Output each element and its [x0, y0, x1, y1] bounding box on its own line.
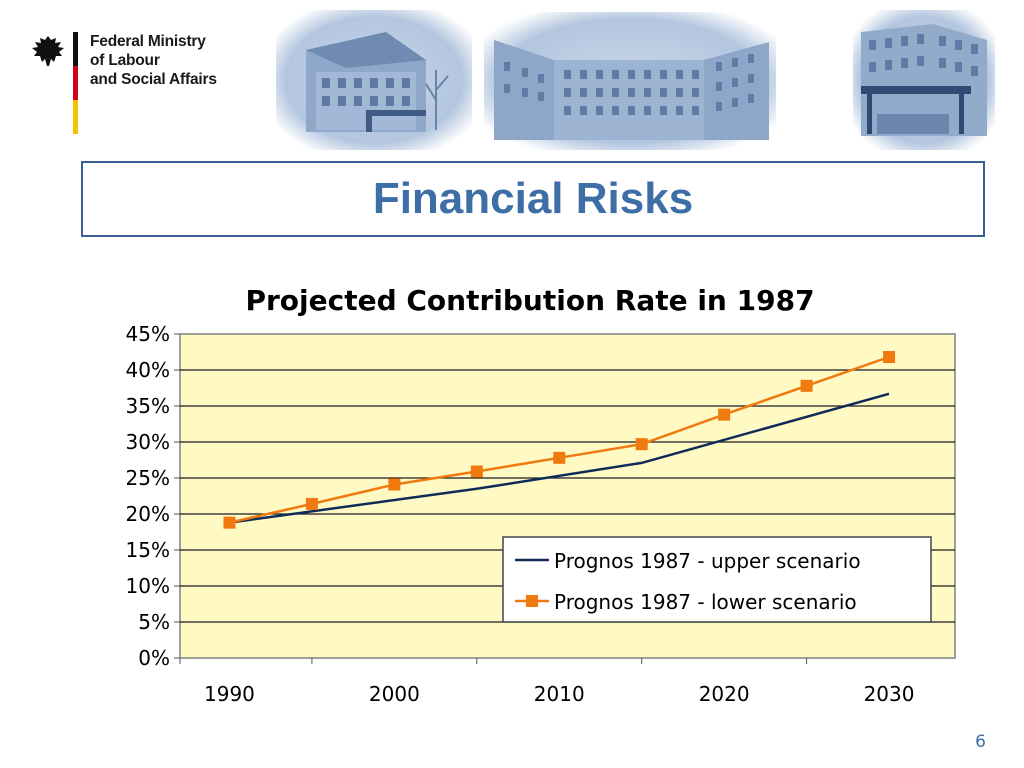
x-tick-label: 2030 [864, 682, 915, 706]
x-tick-label: 2000 [369, 682, 420, 706]
x-tick-label: 1990 [204, 682, 255, 706]
german-flag-bar [73, 32, 78, 134]
ministry-line-2: of Labour [90, 52, 160, 69]
y-tick-label: 20% [126, 502, 170, 526]
page-number: 6 [975, 732, 986, 752]
y-tick-label: 35% [126, 394, 170, 418]
data-point [388, 478, 401, 491]
x-tick-label: 2020 [699, 682, 750, 706]
ministry-logo: Federal Ministry of Labour and Social Af… [22, 26, 232, 136]
legend-marker-lower [526, 595, 538, 607]
series-layer [223, 351, 896, 529]
y-axis: 0% 5% 10% 15% 20% 25% 30% 35% 40% 45% [126, 322, 180, 670]
data-point [635, 438, 648, 451]
y-tick-label: 40% [126, 358, 170, 382]
x-axis: 1990 2000 2010 2020 2030 [179, 658, 915, 706]
data-point [223, 516, 236, 529]
data-point [800, 379, 813, 392]
data-point [883, 351, 896, 364]
data-point [305, 497, 318, 510]
building-photo-3 [853, 10, 995, 150]
y-tick-label: 15% [126, 538, 170, 562]
building-photo-1 [276, 10, 472, 150]
y-tick-label: 30% [126, 430, 170, 454]
data-point [553, 451, 566, 464]
ministry-line-3: and Social Affairs [90, 71, 217, 88]
y-tick-label: 0% [138, 646, 170, 670]
data-point [718, 408, 731, 421]
x-tick-label: 2010 [534, 682, 585, 706]
data-point [470, 465, 483, 478]
legend: Prognos 1987 - upper scenario Prognos 19… [502, 536, 932, 623]
chart-title: Projected Contribution Rate in 1987 [245, 284, 814, 317]
slide-title-box: Financial Risks [81, 161, 985, 237]
slide-title: Financial Risks [372, 174, 694, 223]
y-tick-label: 45% [126, 322, 170, 346]
legend-label-upper: Prognos 1987 - upper scenario [554, 549, 861, 573]
y-tick-label: 10% [126, 574, 170, 598]
federal-eagle-icon [32, 36, 64, 66]
legend-box [502, 536, 932, 623]
ministry-line-1: Federal Ministry [90, 33, 206, 50]
y-tick-label: 5% [138, 610, 170, 634]
building-photo-2 [484, 12, 776, 150]
y-tick-label: 25% [126, 466, 170, 490]
legend-label-lower: Prognos 1987 - lower scenario [554, 590, 857, 614]
ministry-name: Federal Ministry of Labour and Social Af… [90, 32, 217, 89]
series-line-upper [229, 392, 890, 524]
